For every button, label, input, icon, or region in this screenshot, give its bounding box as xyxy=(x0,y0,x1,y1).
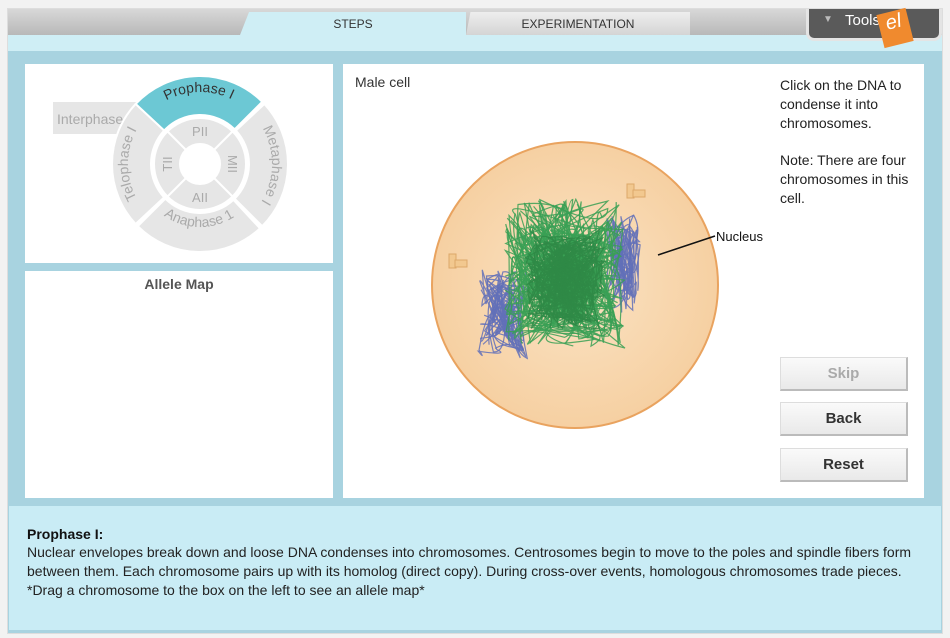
note-text: Note: There are four chromosomes in this… xyxy=(780,152,909,206)
allele-map-panel: Allele Map xyxy=(25,271,333,498)
tab-band xyxy=(8,35,942,51)
nucleus-pointer xyxy=(657,235,716,256)
description-text: Nuclear envelopes break down and loose D… xyxy=(27,544,912,598)
phase-telophase-i[interactable] xyxy=(111,102,166,226)
description-panel: Prophase I: Nuclear envelopes break down… xyxy=(9,506,941,630)
phase-cycle-panel: Interphase Prophase I Metaphase I Anaphase … xyxy=(25,64,333,263)
back-button[interactable]: Back xyxy=(780,402,908,436)
phase-metaphase-i[interactable] xyxy=(233,102,289,228)
phase-label: PII xyxy=(192,124,208,139)
dna-strand[interactable] xyxy=(534,237,608,303)
skip-button[interactable]: Skip xyxy=(780,357,908,391)
dna-strand[interactable] xyxy=(485,270,527,352)
cell-panel: Male cell Nucleus Click on the DNA to co… xyxy=(343,64,924,498)
dna-strand[interactable] xyxy=(528,251,594,319)
app-frame: STEPS EXPERIMENTATION ▼ Tools Interphase P… xyxy=(7,8,943,634)
dna-strand[interactable] xyxy=(558,246,595,307)
dna-strand[interactable] xyxy=(547,253,587,324)
dna-strand[interactable] xyxy=(536,238,603,322)
dna-strand[interactable] xyxy=(525,228,603,344)
tab-experimentation[interactable]: EXPERIMENTATION xyxy=(466,12,690,35)
nucleus-label: Nucleus xyxy=(716,229,763,244)
centrosome-icon xyxy=(626,183,646,199)
dna-strand[interactable] xyxy=(536,227,601,320)
tab-steps[interactable]: STEPS xyxy=(240,12,466,35)
cell-title: Male cell xyxy=(355,74,411,90)
instruction-text: Click on the DNA to condense it into chr… xyxy=(780,77,902,131)
reset-button[interactable]: Reset xyxy=(780,448,908,482)
triangle-down-icon: ▼ xyxy=(823,14,833,25)
phase-label: TII xyxy=(160,156,175,171)
phase-label: AII xyxy=(192,190,208,205)
dna-strand[interactable] xyxy=(532,225,621,332)
centrosome-icon xyxy=(448,253,468,269)
tools-button[interactable]: ▼ Tools xyxy=(806,9,942,41)
phase-anaphase-1[interactable] xyxy=(136,197,262,253)
phase-label: MII xyxy=(225,155,240,173)
phase-tii[interactable] xyxy=(153,130,188,198)
phase-prophase-i[interactable] xyxy=(134,75,264,132)
description-title: Prophase I: xyxy=(27,526,104,542)
allele-map-title: Allele Map xyxy=(144,276,214,292)
tools-label: Tools xyxy=(845,12,881,29)
instructions: Click on the DNA to condense it into chr… xyxy=(780,76,920,226)
cell-view[interactable]: Nucleus xyxy=(343,104,773,484)
dna-strand[interactable] xyxy=(508,213,621,344)
dna-strand[interactable] xyxy=(505,219,613,348)
phase-label: Interphase xyxy=(57,111,123,127)
